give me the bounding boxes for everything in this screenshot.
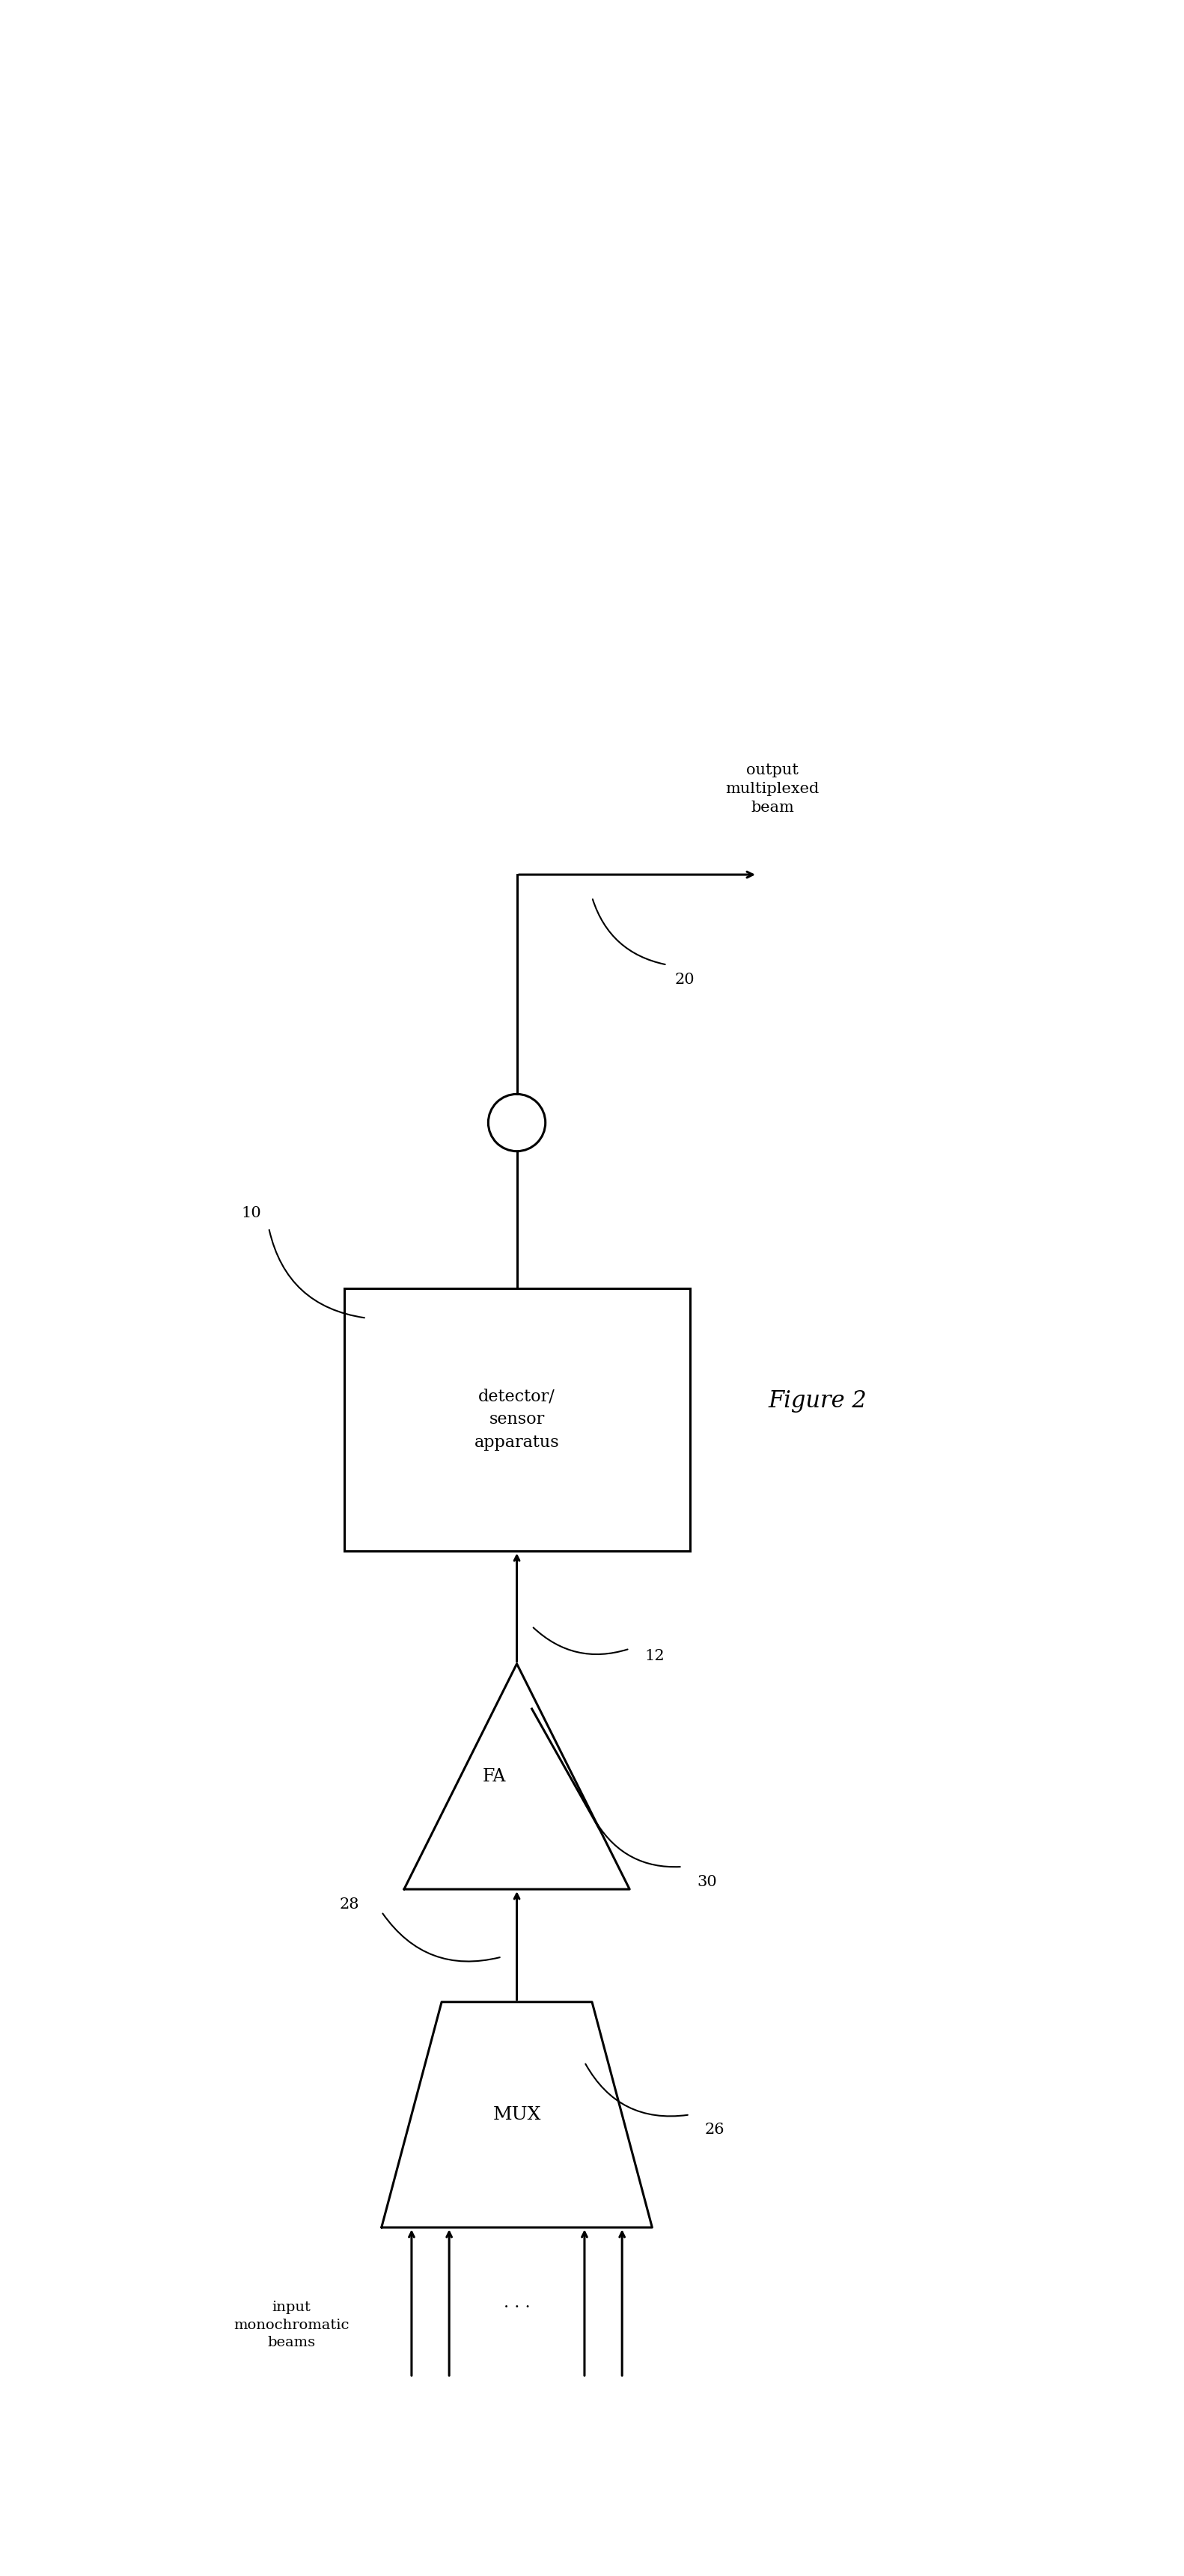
Text: 12: 12 bbox=[644, 1649, 664, 1664]
Text: output
multiplexed
beam: output multiplexed beam bbox=[726, 762, 819, 814]
Text: FA: FA bbox=[483, 1767, 506, 1785]
Text: 28: 28 bbox=[339, 1896, 359, 1911]
FancyBboxPatch shape bbox=[343, 1288, 690, 1551]
Text: 20: 20 bbox=[675, 974, 695, 987]
Text: Figure 2: Figure 2 bbox=[768, 1388, 867, 1412]
Text: 26: 26 bbox=[704, 2123, 725, 2138]
Text: input
monochromatic
beams: input monochromatic beams bbox=[233, 2300, 349, 2349]
Text: 30: 30 bbox=[697, 1875, 718, 1888]
Text: 10: 10 bbox=[242, 1206, 262, 1221]
Text: detector/
sensor
apparatus: detector/ sensor apparatus bbox=[475, 1388, 559, 1450]
Text: . . .: . . . bbox=[503, 2295, 530, 2311]
Text: MUX: MUX bbox=[493, 2107, 541, 2123]
